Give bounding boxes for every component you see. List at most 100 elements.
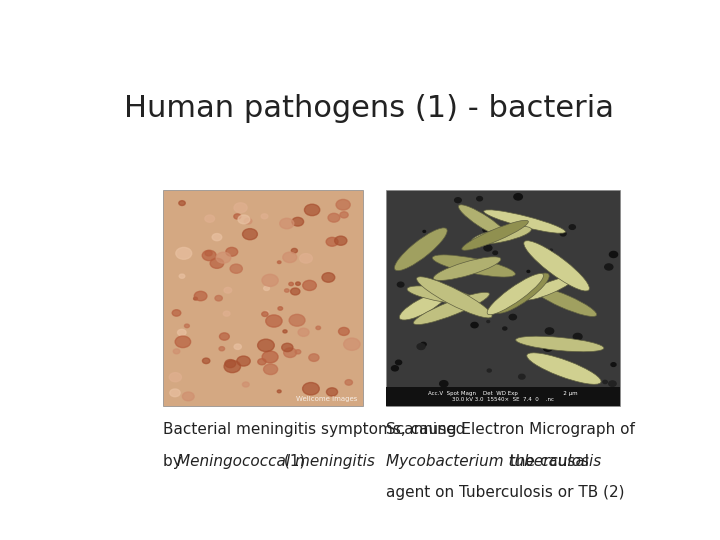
Ellipse shape xyxy=(433,255,516,277)
Circle shape xyxy=(282,343,293,352)
Ellipse shape xyxy=(400,293,446,320)
Circle shape xyxy=(264,286,269,291)
Text: Human pathogens (1) - bacteria: Human pathogens (1) - bacteria xyxy=(124,94,614,123)
Circle shape xyxy=(224,287,232,293)
Circle shape xyxy=(397,282,404,287)
Circle shape xyxy=(547,262,551,265)
Circle shape xyxy=(292,218,304,226)
Circle shape xyxy=(570,225,575,230)
Circle shape xyxy=(262,351,278,363)
Circle shape xyxy=(302,382,319,395)
Circle shape xyxy=(289,314,305,326)
Circle shape xyxy=(300,254,312,263)
Circle shape xyxy=(224,360,240,373)
Circle shape xyxy=(175,336,191,348)
Circle shape xyxy=(527,271,530,273)
Circle shape xyxy=(550,249,552,251)
Circle shape xyxy=(176,247,192,259)
Ellipse shape xyxy=(516,336,604,352)
Circle shape xyxy=(264,364,278,375)
Circle shape xyxy=(305,204,320,215)
Circle shape xyxy=(326,388,338,396)
Circle shape xyxy=(212,234,222,241)
Circle shape xyxy=(216,252,231,263)
Circle shape xyxy=(298,328,309,336)
Circle shape xyxy=(503,234,510,240)
Circle shape xyxy=(202,358,210,363)
Circle shape xyxy=(417,343,425,349)
Circle shape xyxy=(328,213,340,222)
Circle shape xyxy=(493,251,498,254)
Text: the causal: the causal xyxy=(505,454,588,469)
Circle shape xyxy=(258,359,266,365)
Circle shape xyxy=(205,251,212,256)
Circle shape xyxy=(296,282,300,286)
Circle shape xyxy=(205,215,215,222)
Circle shape xyxy=(284,289,289,292)
Bar xyxy=(163,190,364,406)
Circle shape xyxy=(484,245,492,251)
Circle shape xyxy=(210,258,224,268)
Text: Acc.V  Spot Magn    Det  WD Exp                          2 μm
30.0 kV 3.0  15540: Acc.V Spot Magn Det WD Exp 2 μm 30.0 kV … xyxy=(428,391,577,402)
Circle shape xyxy=(440,381,448,387)
Circle shape xyxy=(392,366,398,371)
Circle shape xyxy=(609,252,618,258)
Circle shape xyxy=(238,215,250,224)
Circle shape xyxy=(179,201,185,206)
Bar xyxy=(386,190,620,406)
Circle shape xyxy=(611,363,616,367)
Circle shape xyxy=(237,356,251,366)
Circle shape xyxy=(309,354,319,361)
Circle shape xyxy=(219,347,225,351)
Circle shape xyxy=(477,197,482,201)
Circle shape xyxy=(234,203,247,213)
Circle shape xyxy=(283,252,297,262)
Ellipse shape xyxy=(395,228,447,271)
Circle shape xyxy=(261,214,268,219)
Circle shape xyxy=(316,326,320,329)
Circle shape xyxy=(262,312,268,316)
Circle shape xyxy=(608,381,616,387)
Ellipse shape xyxy=(417,276,492,318)
Circle shape xyxy=(471,322,478,328)
Circle shape xyxy=(278,307,283,310)
Text: Mycobacterium tuberculosis: Mycobacterium tuberculosis xyxy=(386,454,601,469)
Circle shape xyxy=(174,349,180,354)
Ellipse shape xyxy=(433,257,501,280)
Circle shape xyxy=(503,327,507,330)
Circle shape xyxy=(179,274,185,278)
Circle shape xyxy=(283,330,287,333)
Circle shape xyxy=(343,338,360,350)
Circle shape xyxy=(326,238,338,246)
Circle shape xyxy=(605,264,613,270)
Circle shape xyxy=(423,231,426,232)
Circle shape xyxy=(225,360,235,368)
Circle shape xyxy=(532,289,536,292)
Text: (1): (1) xyxy=(279,454,305,469)
Circle shape xyxy=(603,380,607,383)
Circle shape xyxy=(483,227,490,233)
Bar xyxy=(386,387,620,406)
Circle shape xyxy=(184,324,189,328)
Text: Bacterial meningitis symptoms, caused: Bacterial meningitis symptoms, caused xyxy=(163,422,465,437)
Circle shape xyxy=(439,291,445,295)
Circle shape xyxy=(258,339,274,352)
Circle shape xyxy=(322,273,335,282)
Ellipse shape xyxy=(459,205,507,238)
Circle shape xyxy=(230,264,243,273)
Circle shape xyxy=(420,342,426,346)
Ellipse shape xyxy=(534,287,597,316)
Circle shape xyxy=(194,297,197,300)
Ellipse shape xyxy=(472,226,531,244)
Circle shape xyxy=(545,328,554,334)
Circle shape xyxy=(338,327,349,335)
Circle shape xyxy=(345,380,353,385)
Circle shape xyxy=(340,212,348,218)
Circle shape xyxy=(172,310,181,316)
Ellipse shape xyxy=(523,276,574,300)
Circle shape xyxy=(289,282,294,286)
Circle shape xyxy=(277,261,281,264)
Circle shape xyxy=(284,348,297,357)
Circle shape xyxy=(182,392,194,401)
Circle shape xyxy=(570,342,576,347)
